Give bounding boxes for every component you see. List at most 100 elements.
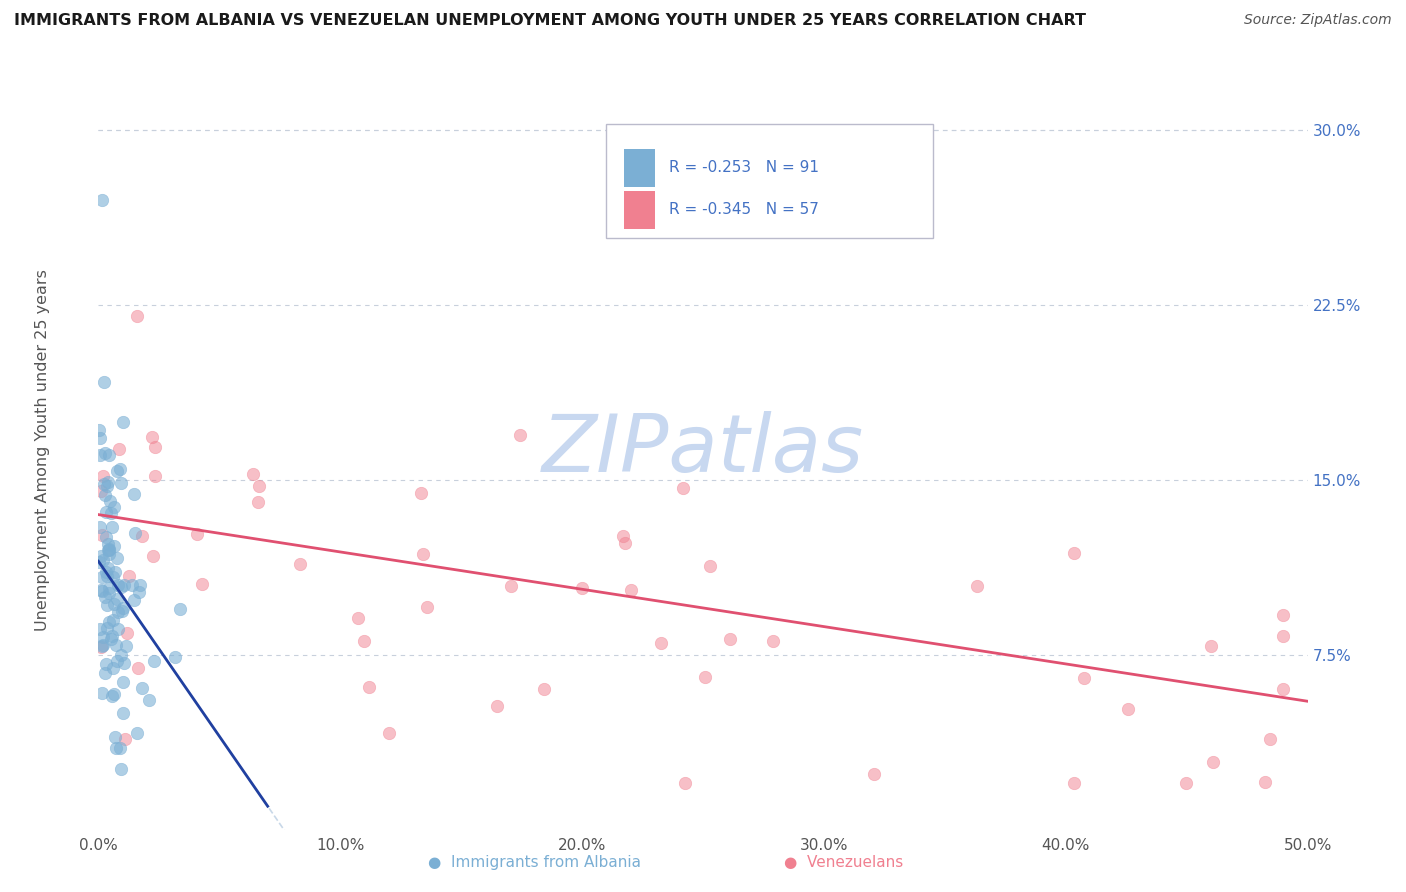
Point [94,446,117,460]
Point [1272,681,1295,696]
Point [107,623,129,637]
Point [89,448,111,462]
Point [97,543,120,558]
Point [91,552,114,566]
Point [101,661,124,675]
Point [966,579,988,593]
Point [89,520,111,534]
Point [97,585,120,599]
Point [242,467,264,481]
Point [186,527,208,541]
Point [650,636,672,650]
Point [89,622,111,636]
Point [672,481,695,495]
Point [90,570,112,584]
Point [91,528,114,542]
Point [110,762,132,776]
Point [94,531,117,545]
Point [499,579,522,593]
Point [101,570,124,584]
Point [104,730,127,744]
Point [1063,776,1085,790]
Point [131,529,153,543]
FancyBboxPatch shape [624,149,655,186]
Point [620,582,643,597]
Point [103,539,125,553]
Point [97,475,120,490]
Point [1199,639,1222,653]
Point [98,581,121,595]
Point [97,543,120,558]
Point [91,193,114,207]
Point [1272,607,1295,622]
Text: IMMIGRANTS FROM ALBANIA VS VENEZUELAN UNEMPLOYMENT AMONG YOUTH UNDER 25 YEARS CO: IMMIGRANTS FROM ALBANIA VS VENEZUELAN UN… [14,13,1085,29]
Point [190,576,212,591]
Point [346,611,368,625]
Point [163,650,186,665]
Point [94,657,117,671]
Point [89,555,111,569]
Point [112,415,135,429]
Point [96,479,118,493]
Point [94,488,117,502]
Point [288,558,311,572]
Point [94,504,117,518]
Point [100,632,122,646]
Point [169,602,191,616]
Point [100,506,122,520]
Point [112,657,135,671]
Text: R = -0.345   N = 57: R = -0.345 N = 57 [669,202,820,218]
Point [1063,546,1085,560]
Point [357,680,380,694]
Point [124,525,146,540]
Point [1116,702,1139,716]
Point [93,630,115,644]
Point [1272,629,1295,643]
Point [105,551,128,566]
Text: Source: ZipAtlas.com: Source: ZipAtlas.com [1244,13,1392,28]
Point [571,581,593,595]
Point [115,639,138,653]
Point [377,726,399,740]
Point [118,569,141,583]
Point [695,670,717,684]
Point [613,535,636,549]
Point [96,598,118,612]
Point [142,549,165,564]
Point [100,629,122,643]
Point [110,648,132,662]
Point [93,375,115,389]
Point [699,559,721,574]
Point [122,487,145,501]
Point [94,565,117,579]
Point [105,639,128,653]
Point [108,741,131,756]
Point [91,639,114,653]
Point [98,542,121,557]
Point [122,593,145,607]
Point [91,468,114,483]
Point [112,674,135,689]
Point [90,549,112,564]
Point [94,666,117,681]
Point [246,495,269,509]
Point [145,469,167,483]
Point [862,767,884,781]
Point [141,430,163,444]
Point [93,477,115,491]
Point [108,462,131,476]
Point [128,585,150,599]
Point [87,423,110,437]
Text: ●  Immigrants from Albania: ● Immigrants from Albania [427,855,641,870]
Point [143,440,166,454]
FancyBboxPatch shape [624,191,655,228]
Point [98,448,121,462]
Text: R = -0.253   N = 91: R = -0.253 N = 91 [669,161,820,175]
Point [97,561,120,575]
Point [509,428,531,442]
Point [94,590,117,604]
Point [1073,672,1095,686]
Point [125,310,148,324]
Point [105,654,128,668]
Point [104,740,127,755]
